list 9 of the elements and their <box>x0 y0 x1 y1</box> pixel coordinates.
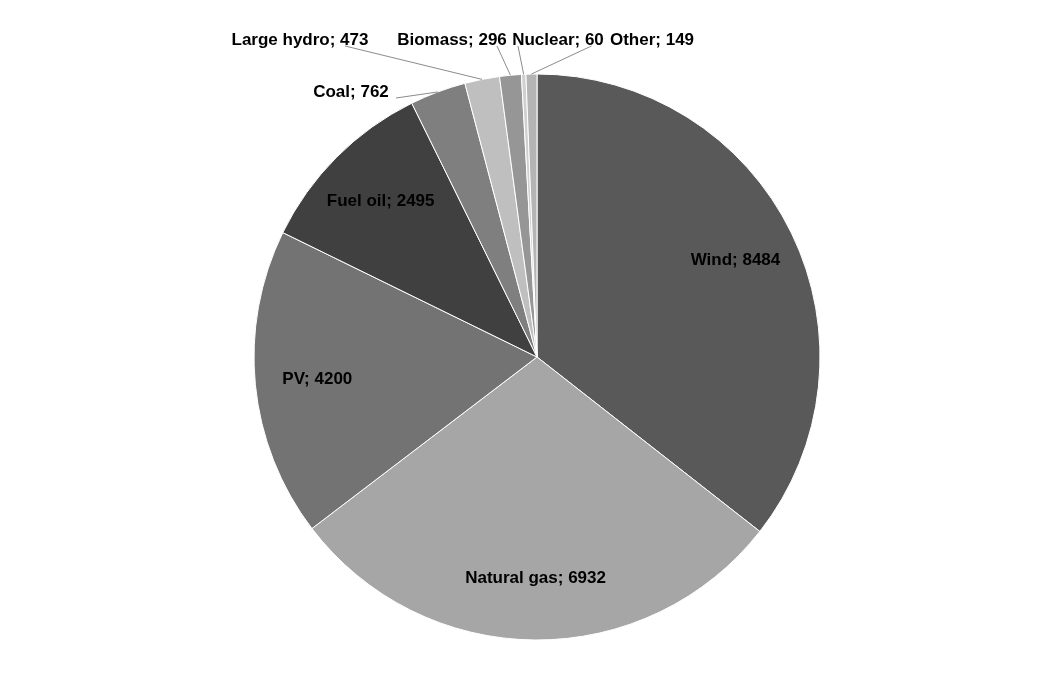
slice-label: Coal; 762 <box>313 82 389 101</box>
slice-label: PV; 4200 <box>282 368 353 388</box>
slice-label: Nuclear; 60 <box>512 30 604 49</box>
slice-label: Other; 149 <box>609 30 695 49</box>
slice-label: Wind; 8484 <box>690 250 781 270</box>
slice-label: Natural gas; 6932 <box>465 567 606 587</box>
slice-label: Biomass; 296 <box>397 30 507 49</box>
slice-label: Large hydro; 473 <box>231 30 369 49</box>
slice-label: Fuel oil; 2495 <box>326 191 435 211</box>
